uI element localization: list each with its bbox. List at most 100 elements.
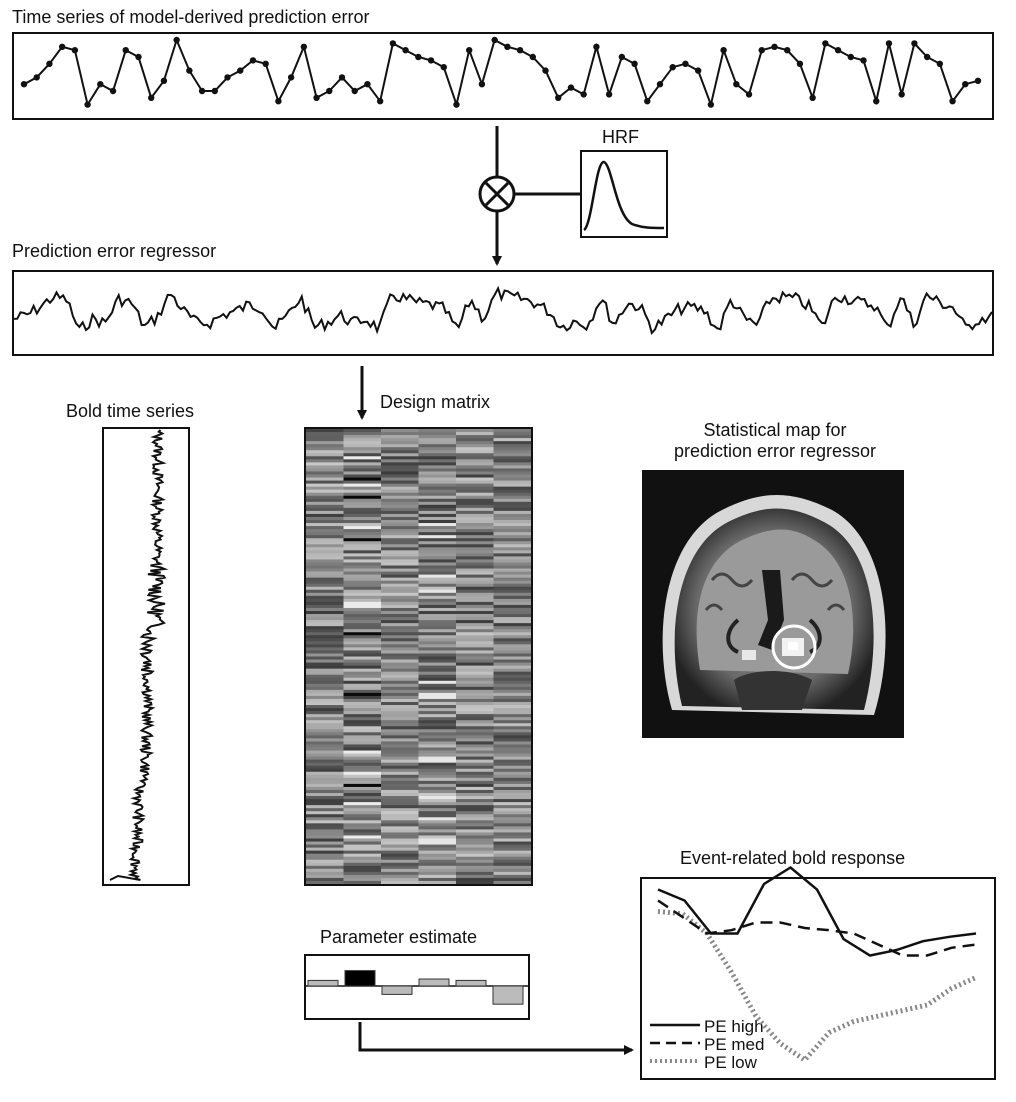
design-matrix-cell	[306, 729, 344, 733]
design-matrix-cell	[456, 638, 494, 642]
design-matrix-cell	[418, 629, 457, 633]
design-matrix-cell	[381, 862, 419, 867]
design-matrix-cell	[493, 656, 531, 660]
design-matrix-cell	[493, 665, 531, 670]
design-matrix-cell	[343, 538, 382, 542]
design-matrix-cell	[493, 698, 531, 703]
design-matrix-cell	[306, 447, 344, 451]
design-matrix-cell	[493, 544, 531, 548]
design-matrix-cell	[493, 550, 531, 554]
design-matrix-cell	[418, 832, 457, 836]
design-matrix-cell	[306, 562, 344, 566]
design-matrix-cell	[381, 711, 419, 715]
design-matrix-cell	[418, 723, 457, 727]
design-matrix-cell	[381, 789, 419, 794]
design-matrix-cell	[456, 620, 494, 624]
design-matrix-cell	[381, 835, 419, 839]
design-matrix-cell	[381, 641, 419, 645]
design-matrix-cell	[343, 544, 382, 548]
design-matrix-cell	[493, 532, 531, 536]
design-matrix-cell	[306, 741, 344, 745]
design-matrix-cell	[456, 871, 494, 876]
design-matrix-cell	[493, 450, 531, 454]
design-matrix-cell	[456, 650, 494, 654]
design-matrix-cell	[418, 802, 457, 806]
design-matrix-cell	[343, 750, 382, 754]
design-matrix-cell	[456, 835, 494, 839]
design-matrix-cell	[493, 668, 531, 673]
design-matrix-cell	[456, 720, 494, 724]
design-matrix-cell	[493, 580, 531, 585]
design-matrix-cell	[456, 647, 494, 651]
design-matrix-cell	[418, 835, 457, 839]
design-matrix-cell	[381, 750, 419, 754]
design-matrix-cell	[493, 626, 531, 630]
design-matrix-cell	[306, 677, 344, 682]
design-matrix-cell	[381, 462, 419, 466]
design-matrix-cell	[306, 526, 344, 530]
design-matrix-cell	[418, 504, 457, 509]
design-matrix-cell	[343, 486, 382, 491]
design-matrix-cell	[306, 495, 344, 500]
design-matrix-cell	[343, 580, 382, 585]
design-matrix-cell	[418, 550, 457, 554]
design-matrix-cell	[456, 756, 494, 761]
prediction-error-point	[796, 60, 804, 67]
design-matrix-cell	[418, 486, 457, 491]
design-matrix-cell	[493, 435, 531, 439]
design-matrix-cell	[456, 777, 494, 782]
prediction-error-point	[834, 47, 842, 54]
design-matrix-cell	[381, 762, 419, 767]
design-matrix-cell	[381, 874, 419, 879]
design-matrix-cell	[493, 735, 531, 739]
design-matrix-cell	[493, 498, 531, 503]
design-matrix-cell	[418, 808, 457, 812]
design-matrix-cell	[456, 483, 494, 488]
design-matrix-cell	[456, 471, 494, 475]
design-matrix-cell	[456, 513, 494, 518]
design-matrix-cell	[456, 459, 494, 463]
design-matrix-cell	[381, 698, 419, 703]
design-matrix-cell	[343, 659, 382, 663]
design-matrix-cell	[456, 450, 494, 454]
design-matrix-cell	[456, 686, 494, 691]
design-matrix-cell	[381, 635, 419, 639]
design-matrix-cell	[343, 677, 382, 682]
design-matrix-cell	[418, 429, 457, 433]
design-matrix-cell	[418, 544, 457, 548]
design-matrix-cell	[493, 874, 531, 879]
design-matrix-cell	[456, 641, 494, 645]
design-matrix-cell	[493, 717, 531, 721]
design-matrix-cell	[456, 520, 494, 524]
design-matrix-cell	[493, 553, 531, 557]
design-matrix-cell	[418, 665, 457, 670]
design-matrix-cell	[306, 483, 344, 488]
design-matrix-cell	[418, 638, 457, 642]
design-matrix-cell	[456, 668, 494, 673]
stat-map-title-line1: Statistical map for	[703, 420, 847, 440]
design-matrix-cell	[381, 601, 419, 606]
design-matrix-cell	[381, 513, 419, 518]
design-matrix-cell	[418, 726, 457, 730]
design-matrix-cell	[306, 726, 344, 730]
prediction-error-point	[962, 81, 969, 88]
design-matrix-cell	[418, 656, 457, 660]
design-matrix-cell	[343, 832, 382, 836]
design-matrix-cell	[493, 820, 531, 824]
prediction-error-point	[173, 36, 180, 44]
design-matrix-cell	[493, 844, 531, 848]
prediction-error-point	[580, 91, 587, 98]
design-matrix-cell	[381, 865, 419, 870]
design-matrix-cell	[306, 820, 344, 824]
design-matrix-cell	[493, 629, 531, 633]
design-matrix-cell	[306, 777, 344, 782]
design-matrix-cell	[493, 859, 531, 864]
design-matrix-cell	[493, 762, 531, 767]
design-matrix-cell	[306, 580, 344, 585]
design-matrix-cell	[381, 695, 419, 700]
legend-pe-med: PE med	[704, 1035, 765, 1054]
design-matrix-cell	[456, 768, 494, 773]
design-matrix-cell	[456, 607, 494, 612]
design-matrix-cell	[306, 480, 344, 484]
